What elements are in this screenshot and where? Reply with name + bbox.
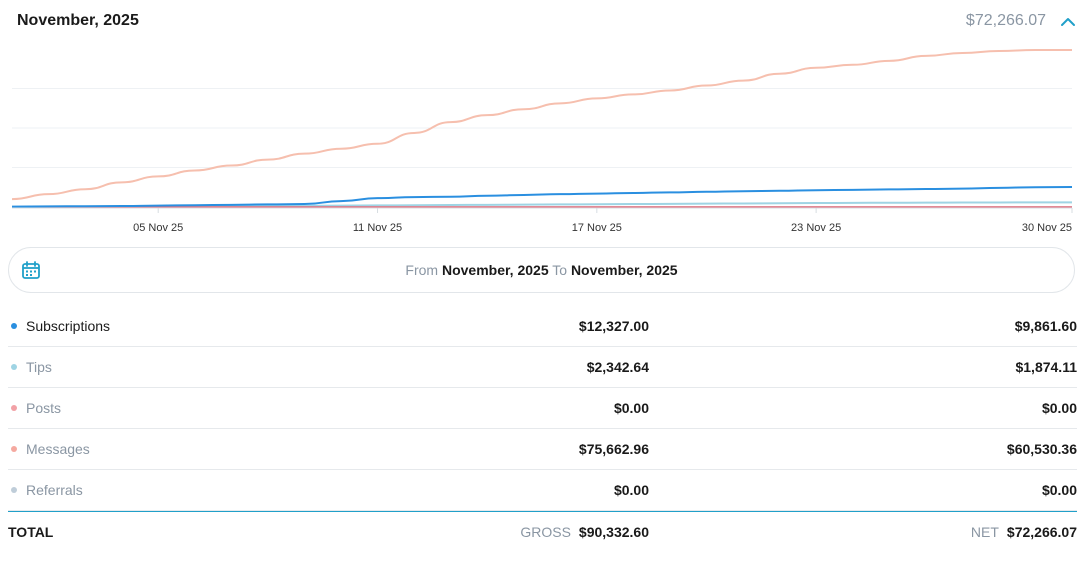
x-tick-label: 30 Nov 25	[1022, 222, 1072, 234]
total-gross: GROSS $90,332.60	[520, 524, 649, 540]
x-tick-label: 23 Nov 25	[791, 222, 841, 234]
x-tick-label: 11 Nov 25	[353, 222, 402, 234]
date-range-text: From November, 2025 To November, 2025	[9, 262, 1074, 278]
row-name: Referrals	[26, 482, 83, 498]
earnings-chart: 05 Nov 25 11 Nov 25 17 Nov 25 23 Nov 25 30 N…	[0, 44, 1086, 244]
to-label: To	[552, 262, 568, 278]
period-header: November, 2025 $72,266.07	[0, 0, 1086, 44]
header-total: $72,266.07	[965, 12, 1046, 29]
collapse-button[interactable]	[1058, 12, 1078, 32]
row-gross: $0.00	[613, 482, 649, 498]
x-tick-label: 05 Nov 25	[133, 222, 183, 234]
row-referrals: Referrals $0.00 $0.00	[8, 470, 1077, 511]
tips-legend-dot	[11, 364, 17, 370]
total-row: TOTAL GROSS $90,332.60 NET $72,266.07	[8, 511, 1077, 552]
earnings-breakdown: Subscriptions $12,327.00 $9,861.60 Tips …	[8, 306, 1077, 511]
to-value: November, 2025	[570, 262, 678, 278]
row-name: Messages	[26, 441, 90, 457]
row-name: Subscriptions	[26, 318, 111, 334]
row-messages: Messages $75,662.96 $60,530.36	[8, 429, 1077, 470]
from-value: November, 2025	[441, 262, 549, 278]
net-label: NET	[970, 524, 999, 540]
calendar-icon	[22, 261, 40, 279]
total-label: TOTAL	[8, 524, 54, 540]
series-line-subscriptions	[11, 186, 1073, 208]
row-gross: $2,342.64	[586, 359, 649, 375]
row-posts: Posts $0.00 $0.00	[8, 388, 1077, 429]
row-net: $9,861.60	[1014, 318, 1077, 334]
chevron-up-icon	[1061, 18, 1075, 26]
messages-legend-dot	[11, 446, 17, 452]
gross-value: $90,332.60	[578, 524, 649, 540]
row-net: $0.00	[1041, 400, 1077, 416]
month-title: November, 2025	[17, 12, 139, 29]
referrals-legend-dot	[11, 487, 17, 493]
from-label: From	[405, 262, 439, 278]
date-range-picker[interactable]: From November, 2025 To November, 2025	[8, 247, 1075, 293]
subscriptions-legend-dot	[11, 323, 17, 329]
row-tips: Tips $2,342.64 $1,874.11	[8, 347, 1077, 388]
row-gross: $0.00	[613, 400, 649, 416]
row-gross: $12,327.00	[578, 318, 649, 334]
total-net: NET $72,266.07	[971, 524, 1077, 540]
net-value: $72,266.07	[1006, 524, 1077, 540]
posts-legend-dot	[11, 405, 17, 411]
series-line-messages	[11, 48, 1072, 201]
row-gross: $75,662.96	[578, 441, 649, 457]
chart-svg: 05 Nov 25 11 Nov 25 17 Nov 25 23 Nov 25 30 N…	[11, 48, 1073, 234]
row-name: Tips	[26, 359, 52, 375]
row-net: $60,530.36	[1006, 441, 1077, 457]
gross-label: GROSS	[520, 524, 571, 540]
row-name: Posts	[26, 400, 62, 416]
row-net: $0.00	[1041, 482, 1077, 498]
row-subscriptions: Subscriptions $12,327.00 $9,861.60	[8, 306, 1077, 347]
row-net: $1,874.11	[1015, 359, 1077, 375]
x-tick-label: 17 Nov 25	[572, 222, 622, 234]
